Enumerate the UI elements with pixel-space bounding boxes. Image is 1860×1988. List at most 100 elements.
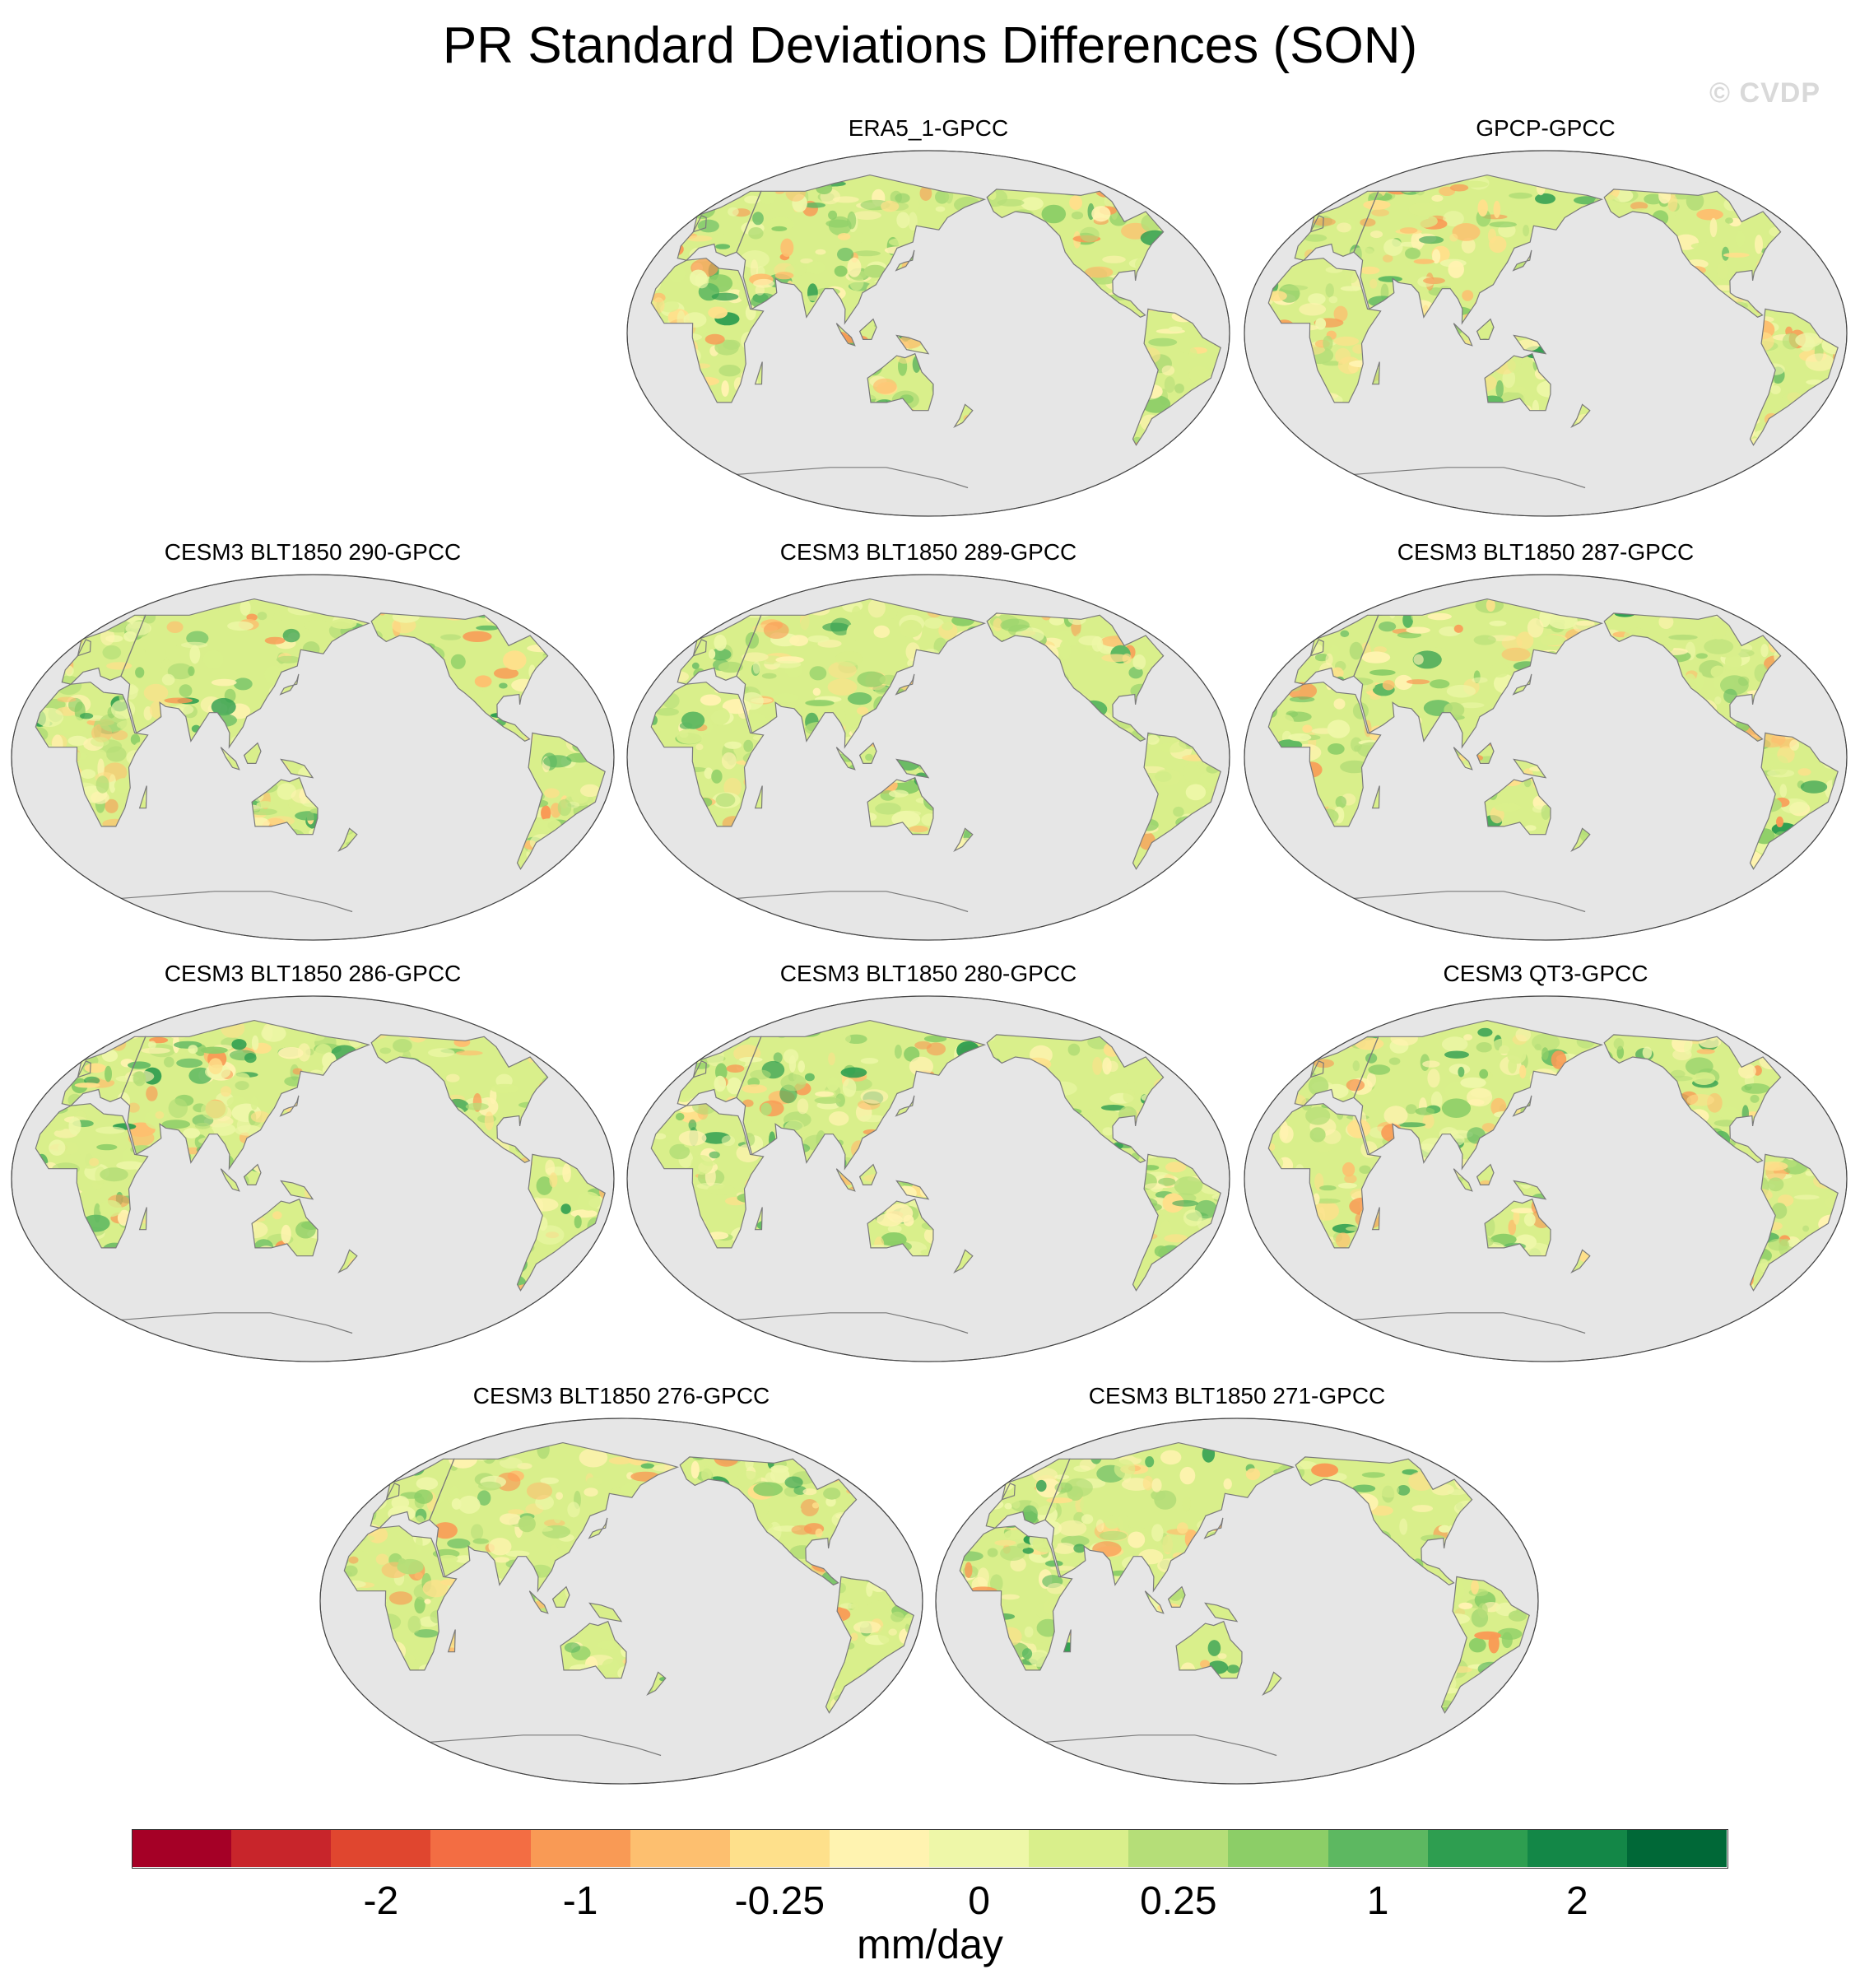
coastline-samerica: [1440, 1576, 1530, 1714]
colorbar-tick-label: 0: [968, 1879, 990, 1923]
coastline-newguinea: [895, 334, 930, 355]
coastline-asia: [1353, 1019, 1604, 1171]
colorbar-swatch: [1427, 1829, 1528, 1867]
panel-title: ERA5_1-GPCC: [848, 115, 1009, 141]
coastline-sumatra: [1144, 1590, 1165, 1614]
panel-title: CESM3 BLT1850 271-GPCC: [1088, 1383, 1386, 1408]
panel-title: CESM3 BLT1850 287-GPCC: [1397, 539, 1695, 565]
coastline-uk: [1001, 1483, 1016, 1501]
coastline-africa: [650, 682, 765, 827]
panel-title: GPCP-GPCC: [1476, 115, 1616, 141]
coastline-africa: [1267, 258, 1382, 403]
colorbar-frame: [132, 1829, 1728, 1869]
coastline-nz: [953, 403, 974, 429]
coastline-nz: [1570, 403, 1591, 429]
coastline-samerica: [1132, 308, 1221, 446]
colorbar-swatch: [331, 1829, 432, 1867]
coastline-africa: [650, 258, 765, 403]
coastline-nz: [337, 827, 358, 853]
coastline-uk: [692, 215, 707, 233]
coastline-madagascar: [754, 1207, 763, 1231]
coastline-africa: [959, 1525, 1073, 1671]
coastline-borneo: [1476, 318, 1495, 340]
coastline-namerica: [370, 1034, 549, 1163]
world-map: [319, 1418, 923, 1785]
coastline-africa: [35, 682, 149, 827]
coastline-japan: [1512, 1095, 1532, 1117]
coastline-borneo: [858, 742, 877, 764]
panel-title: CESM3 BLT1850 276-GPCC: [472, 1383, 770, 1408]
coastline-japan: [895, 1095, 915, 1117]
colorbar-swatch: [1328, 1829, 1429, 1867]
coastline-sumatra: [1453, 747, 1473, 771]
coastline-madagascar: [138, 785, 147, 809]
coastline-europe: [1294, 614, 1379, 685]
coastline-japan: [1203, 1517, 1224, 1539]
coastline-australia: [867, 1198, 934, 1257]
map-panel: CESM3 QT3-GPCC: [1241, 961, 1850, 1362]
colorbar-swatch: [929, 1829, 1030, 1867]
colorbar-swatch: [829, 1829, 930, 1867]
colorbar-swatch: [630, 1829, 731, 1867]
coastline-europe: [677, 614, 762, 685]
world-map: [626, 995, 1230, 1362]
coastline-australia: [867, 776, 934, 836]
coastline-namerica: [1295, 1456, 1473, 1585]
coastline-borneo: [858, 1163, 877, 1185]
coastline-samerica: [1749, 732, 1839, 870]
colorbar-swatch: [530, 1829, 631, 1867]
coastline-africa: [650, 1103, 765, 1249]
world-map: [11, 995, 615, 1362]
coastline-namerica: [1603, 612, 1782, 742]
colorbar-units: mm/day: [857, 1921, 1003, 1967]
coastline-newguinea: [895, 758, 930, 779]
coastline-japan: [895, 673, 915, 696]
coastline-uk: [385, 1483, 400, 1501]
world-map: [11, 574, 615, 941]
coastline-sumatra: [1453, 1168, 1473, 1192]
coastline-asia: [120, 598, 371, 749]
map-panel: CESM3 BLT1850 290-GPCC: [8, 539, 617, 941]
world-map: [626, 150, 1230, 517]
coastline-borneo: [1476, 742, 1495, 764]
coastline-madagascar: [1371, 1207, 1380, 1231]
coastline-australia: [251, 776, 319, 836]
map-panel: CESM3 BLT1850 271-GPCC: [932, 1383, 1541, 1785]
coastline-nz: [1570, 827, 1591, 853]
coastline-japan: [279, 673, 300, 696]
coastline-samerica: [516, 1153, 606, 1292]
coastline-africa: [343, 1525, 458, 1671]
map-panel: CESM3 BLT1850 287-GPCC: [1241, 539, 1850, 941]
map-panel: CESM3 BLT1850 286-GPCC: [8, 961, 617, 1362]
coastline-africa: [1267, 1103, 1382, 1249]
colorbar-tick-label: -1: [562, 1879, 598, 1923]
coastline-australia: [251, 1198, 319, 1257]
colorbar-swatch: [231, 1829, 332, 1867]
coastline-europe: [1294, 190, 1379, 261]
map-panel: CESM3 BLT1850 289-GPCC: [624, 539, 1233, 941]
coastline-europe: [677, 1036, 762, 1106]
coastline-nz: [953, 827, 974, 853]
coastline-sumatra: [220, 747, 240, 771]
coastline-sumatra: [835, 747, 856, 771]
coastline-namerica: [1603, 189, 1782, 318]
coastline-uk: [1309, 215, 1324, 233]
map-panel: ERA5_1-GPCC: [624, 115, 1233, 517]
coastline-madagascar: [1371, 361, 1380, 385]
panel-title: CESM3 BLT1850 289-GPCC: [779, 539, 1077, 565]
coastline-sumatra: [220, 1168, 240, 1192]
coastline-japan: [895, 249, 915, 272]
coastline-asia: [736, 1019, 987, 1171]
coastline-australia: [1484, 1198, 1551, 1257]
coastline-newguinea: [1513, 334, 1547, 355]
colorbar-tick-label: -0.25: [734, 1879, 825, 1923]
panel-title: CESM3 BLT1850 280-GPCC: [779, 961, 1077, 986]
coastline-africa: [1267, 682, 1382, 827]
coastline-asia: [429, 1441, 680, 1593]
coastline-asia: [1044, 1441, 1295, 1593]
map-panel: CESM3 BLT1850 280-GPCC: [624, 961, 1233, 1362]
coastline-samerica: [1132, 732, 1221, 870]
world-map: [626, 574, 1230, 941]
coastline-europe: [370, 1458, 455, 1529]
coastline-sumatra: [528, 1590, 549, 1614]
